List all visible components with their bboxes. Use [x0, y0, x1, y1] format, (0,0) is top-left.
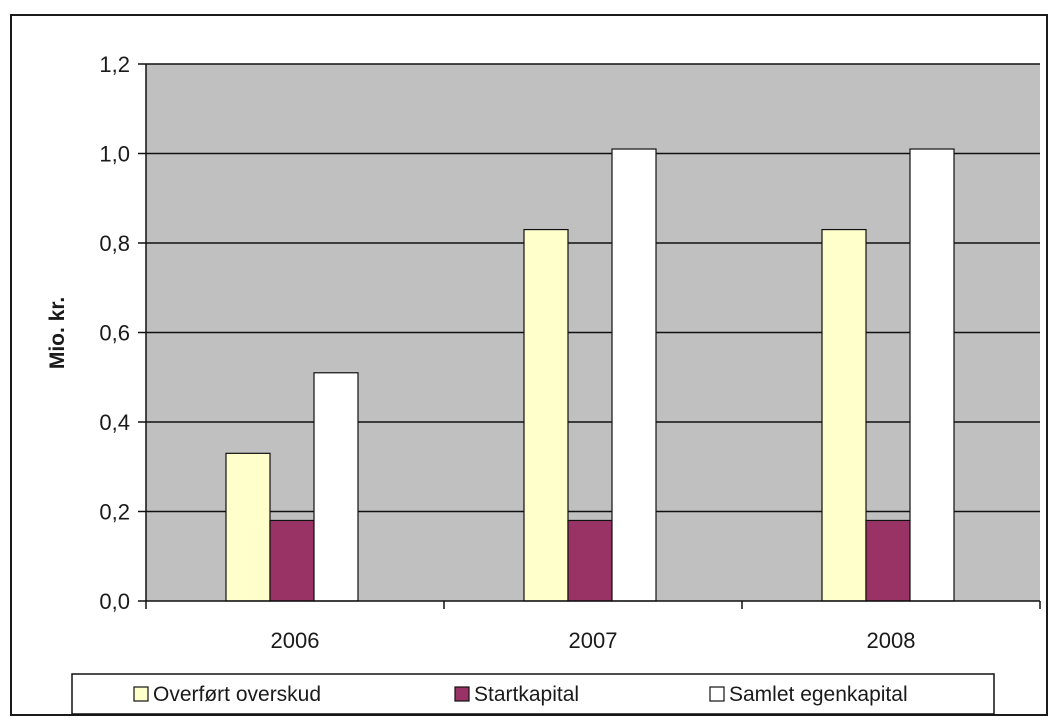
bar-2006-2: [269, 519, 315, 602]
bar-2007-3: [611, 148, 657, 602]
gridlines: [146, 63, 1040, 513]
y-tick-label: 0,2: [99, 500, 130, 525]
x-tick-label: 2008: [867, 628, 916, 653]
y-tick-label: 0,0: [99, 589, 130, 614]
bar-2006-1: [225, 452, 271, 602]
legend-swatch: [709, 686, 725, 702]
y-axis-label: Mio. kr.: [46, 297, 69, 369]
bar-2008-2: [865, 519, 911, 602]
legend-swatch: [133, 686, 149, 702]
axes: [138, 63, 1041, 609]
legend-label: Overført overskud: [153, 683, 321, 706]
legend-label: Startkapital: [474, 683, 579, 706]
y-tick-label: 0,8: [99, 231, 130, 256]
y-tick-label: 1,2: [99, 52, 130, 77]
y-tick-label: 0,4: [99, 410, 130, 435]
bar-2007-2: [567, 519, 613, 602]
legend-label: Samlet egenkapital: [729, 683, 908, 706]
bar-2007-1: [523, 228, 569, 602]
x-tick-label: 2006: [271, 628, 320, 653]
bars: [225, 148, 955, 602]
legend: Overført overskud Startkapital Samlet egen…: [71, 673, 995, 715]
tick-labels: 0,0 0,2 0,4 0,6 0,8 1,0 1,2 2006 2007 2008: [99, 52, 915, 653]
x-tick-label: 2007: [569, 628, 618, 653]
y-tick-label: 0,6: [99, 321, 130, 346]
legend-swatch: [454, 686, 470, 702]
bar-2008-3: [909, 148, 955, 602]
bar-2006-3: [313, 372, 359, 602]
y-tick-label: 1,0: [99, 142, 130, 167]
bar-2008-1: [821, 228, 867, 602]
legend-box: [71, 673, 995, 715]
